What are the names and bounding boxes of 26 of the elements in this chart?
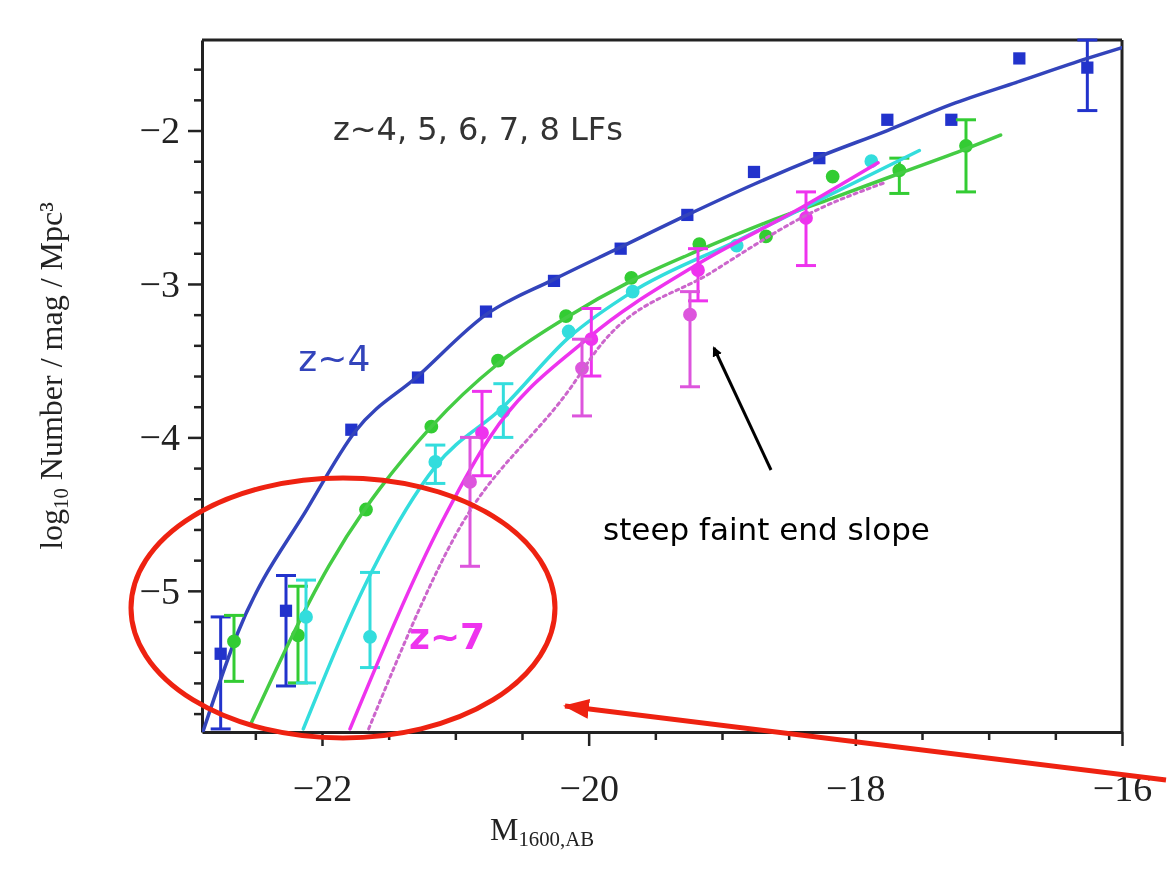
point [1013,52,1026,65]
x-tick-label: −20 [559,766,619,809]
x-tick-label: −22 [292,766,353,809]
point [279,604,293,617]
annotation: steep faint end slope [603,511,930,547]
y-tick-label: −5 [139,569,180,612]
point [683,307,697,322]
annotation: z~4, 5, 6, 7, 8 LFs [333,110,623,148]
y-tick-label: −3 [139,262,180,305]
point [214,647,227,660]
point [747,165,761,179]
y-tick-label: −4 [139,416,180,459]
x-tick-label: −18 [826,766,886,809]
point [881,113,894,126]
series-label: z~4 [298,338,371,380]
y-tick-label: −2 [139,109,180,152]
point [945,113,958,126]
point [825,169,840,184]
series-label: z~7 [409,615,486,657]
point [227,634,241,649]
point [299,610,313,624]
point [463,475,477,489]
point [363,629,377,644]
point [475,425,489,440]
x-axis-title: M$_{1600,AB}$ [489,811,595,851]
point [1081,61,1094,74]
